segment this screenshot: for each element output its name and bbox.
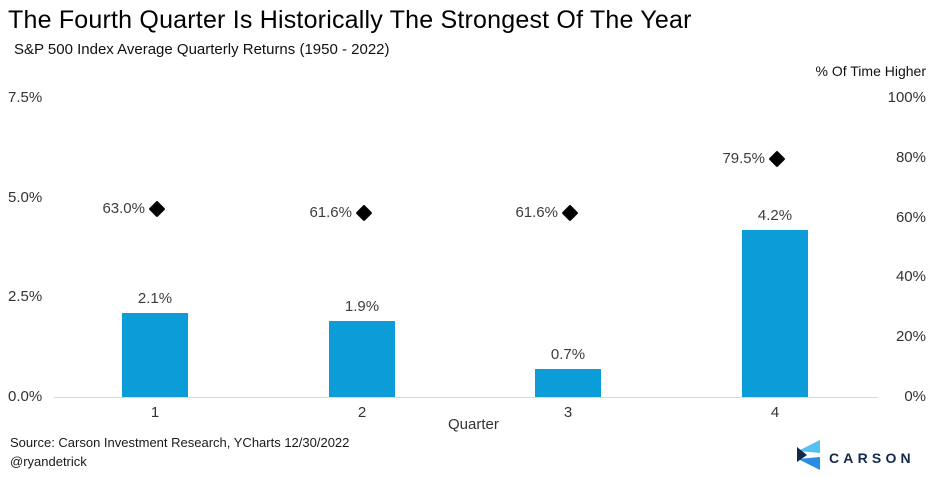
right-axis-tick: 20%: [895, 328, 926, 346]
right-axis-tick: 100%: [887, 89, 926, 106]
zero-gridline: [54, 397, 878, 398]
source-text: Source: Carson Investment Research, YCha…: [10, 435, 350, 450]
carson-logo-icon: [797, 440, 820, 475]
left-axis-tick: 7.5%: [8, 89, 43, 106]
bar-q2: [329, 321, 395, 397]
left-axis-tick: 0.0%: [8, 388, 43, 405]
right-axis-tick: 40%: [895, 268, 926, 286]
bar-q1: [122, 313, 188, 397]
bar-value-label: 4.2%: [757, 206, 793, 224]
x-axis-tick: 2: [357, 404, 367, 421]
carson-logo: CARSON: [797, 440, 915, 475]
bar-q3: [535, 369, 601, 397]
marker-value-label: 61.6%: [309, 203, 352, 221]
diamond-marker: [768, 150, 786, 168]
x-axis-tick: 3: [563, 404, 573, 421]
marker-value-label: 63.0%: [102, 199, 145, 217]
diamond-marker: [561, 204, 579, 222]
x-axis-tick: 4: [770, 404, 780, 421]
chart-subtitle: S&P 500 Index Average Quarterly Returns …: [14, 41, 390, 58]
marker-value-label: 79.5%: [722, 150, 765, 168]
right-axis-tick: 60%: [895, 208, 926, 226]
right-axis-tick: 0%: [904, 388, 926, 405]
x-axis-title: Quarter: [448, 416, 499, 433]
right-axis-title: % Of Time Higher: [815, 63, 926, 79]
bar-value-label: 1.9%: [344, 298, 380, 316]
bar-q4: [742, 229, 808, 397]
x-axis-tick: 1: [150, 404, 160, 421]
chart-title: The Fourth Quarter Is Historically The S…: [8, 6, 692, 34]
carson-logo-text: CARSON: [829, 449, 915, 466]
left-axis-tick: 2.5%: [8, 288, 43, 306]
bar-value-label: 0.7%: [550, 346, 586, 364]
author-handle: @ryandetrick: [10, 454, 87, 469]
diamond-marker: [148, 200, 166, 218]
right-axis-tick: 80%: [895, 148, 926, 166]
bar-value-label: 2.1%: [137, 290, 173, 308]
left-axis-tick: 5.0%: [8, 188, 43, 206]
diamond-marker: [355, 204, 373, 222]
marker-value-label: 61.6%: [515, 203, 558, 221]
